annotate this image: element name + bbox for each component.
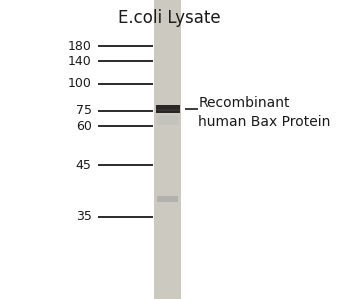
Text: Recombinant
human Bax Protein: Recombinant human Bax Protein <box>198 96 331 129</box>
Text: E.coli Lysate: E.coli Lysate <box>118 9 221 27</box>
Bar <box>154 0 181 299</box>
Text: 45: 45 <box>76 158 92 172</box>
Bar <box>157 196 178 202</box>
Text: 140: 140 <box>68 55 92 68</box>
Text: 60: 60 <box>76 120 92 133</box>
Bar <box>156 105 180 113</box>
Text: 75: 75 <box>76 104 92 117</box>
Text: 100: 100 <box>68 77 92 90</box>
Bar <box>157 115 179 125</box>
Bar <box>156 109 180 111</box>
Text: 35: 35 <box>76 210 92 223</box>
Text: 180: 180 <box>68 40 92 53</box>
